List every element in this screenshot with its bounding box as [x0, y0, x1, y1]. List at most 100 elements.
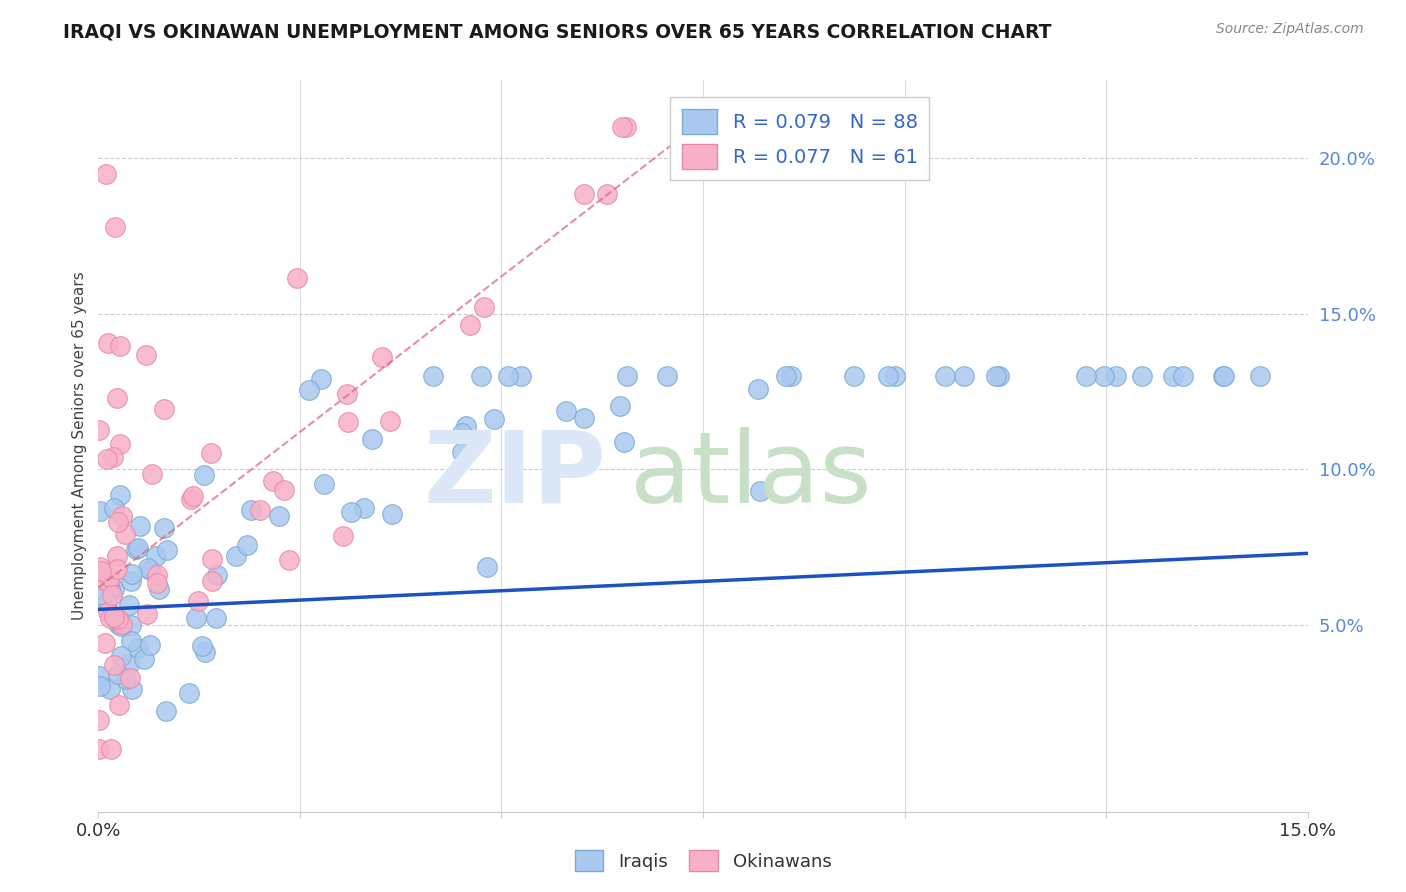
- Point: [107, 612, 129, 626]
- Text: ZIP: ZIP: [423, 426, 606, 524]
- Point: [111, 616, 134, 631]
- Point: [89, 504, 111, 518]
- Point: [1249, 368, 1271, 383]
- Point: [205, 610, 228, 624]
- Point: [458, 318, 481, 332]
- Point: [103, 658, 125, 673]
- Point: [177, 686, 200, 700]
- Point: [236, 538, 259, 552]
- Point: [97, 605, 120, 619]
- Point: [1173, 368, 1195, 383]
- Point: [103, 450, 125, 465]
- Point: [309, 372, 332, 386]
- Point: [749, 483, 772, 498]
- Point: [97, 574, 120, 588]
- Point: [96, 595, 118, 609]
- Point: [139, 638, 162, 652]
- Point: [574, 410, 596, 425]
- Point: [613, 434, 636, 449]
- Point: [472, 300, 495, 314]
- Point: [572, 186, 595, 201]
- Point: [200, 574, 222, 588]
- Point: [194, 645, 217, 659]
- Point: [1212, 368, 1234, 383]
- Point: [371, 350, 394, 364]
- Point: [107, 617, 129, 632]
- Point: [103, 219, 125, 234]
- Point: [934, 368, 956, 383]
- Point: [200, 446, 222, 460]
- Point: [1213, 368, 1236, 383]
- Text: Source: ZipAtlas.com: Source: ZipAtlas.com: [1216, 22, 1364, 37]
- Point: [141, 467, 163, 482]
- Point: [186, 611, 208, 625]
- Point: [285, 271, 308, 285]
- Point: [117, 598, 139, 612]
- Point: [470, 368, 492, 383]
- Point: [482, 412, 505, 426]
- Point: [139, 563, 162, 577]
- Point: [193, 467, 215, 482]
- Point: [91, 589, 114, 603]
- Point: [510, 368, 533, 383]
- Point: [110, 437, 132, 451]
- Point: [181, 489, 204, 503]
- Point: [89, 742, 111, 756]
- Point: [107, 515, 129, 529]
- Point: [132, 652, 155, 666]
- Point: [155, 704, 177, 718]
- Point: [1092, 368, 1115, 383]
- Point: [610, 120, 633, 134]
- Point: [340, 505, 363, 519]
- Point: [114, 527, 136, 541]
- Point: [114, 672, 136, 686]
- Point: [87, 423, 110, 437]
- Point: [105, 562, 128, 576]
- Point: [111, 509, 134, 524]
- Legend: R = 0.079   N = 88, R = 0.077   N = 61: R = 0.079 N = 88, R = 0.077 N = 61: [671, 97, 929, 180]
- Point: [120, 634, 142, 648]
- Point: [127, 641, 149, 656]
- Point: [884, 368, 907, 383]
- Point: [1130, 368, 1153, 383]
- Point: [108, 488, 131, 502]
- Point: [135, 348, 157, 362]
- Point: [332, 528, 354, 542]
- Text: atlas: atlas: [630, 426, 872, 524]
- Point: [336, 415, 359, 429]
- Point: [103, 582, 125, 596]
- Point: [101, 588, 124, 602]
- Point: [153, 521, 176, 535]
- Point: [90, 565, 112, 579]
- Point: [780, 368, 803, 383]
- Point: [240, 503, 263, 517]
- Point: [475, 560, 498, 574]
- Point: [105, 392, 128, 406]
- Point: [94, 636, 117, 650]
- Point: [298, 383, 321, 397]
- Point: [655, 368, 678, 383]
- Point: [118, 671, 141, 685]
- Point: [1105, 368, 1128, 383]
- Point: [136, 561, 159, 575]
- Point: [128, 518, 150, 533]
- Point: [775, 368, 797, 383]
- Point: [361, 432, 384, 446]
- Point: [353, 500, 375, 515]
- Point: [747, 382, 769, 396]
- Point: [277, 553, 299, 567]
- Point: [89, 559, 111, 574]
- Point: [984, 368, 1007, 383]
- Point: [96, 451, 118, 466]
- Point: [145, 575, 167, 590]
- Point: [451, 445, 474, 459]
- Point: [555, 404, 578, 418]
- Point: [87, 669, 110, 683]
- Point: [121, 566, 143, 581]
- Point: [93, 573, 115, 587]
- Point: [148, 582, 170, 596]
- Point: [1076, 368, 1098, 383]
- Point: [136, 607, 159, 621]
- Point: [108, 698, 131, 712]
- Point: [842, 368, 865, 383]
